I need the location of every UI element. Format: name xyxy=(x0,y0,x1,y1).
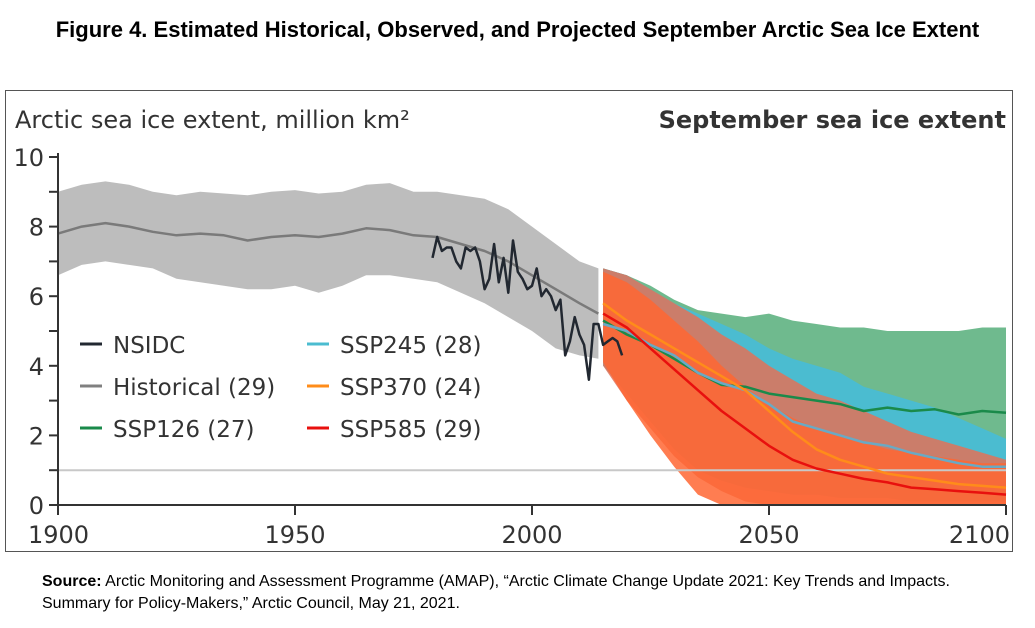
legend-label: Historical (29) xyxy=(113,375,275,401)
x-tick-label: 1900 xyxy=(28,521,89,549)
x-tick-label: 2100 xyxy=(949,521,1010,549)
legend-item: Historical (29) xyxy=(80,375,275,401)
x-tick-label: 1950 xyxy=(264,521,325,549)
y-tick-label: 10 xyxy=(13,144,44,172)
uncertainty-bands xyxy=(58,181,1006,505)
legend-item: SSP126 (27) xyxy=(80,417,255,443)
legend: NSIDC Historical (29) SSP126 (27) SSP245 (2… xyxy=(80,333,482,443)
legend-label: SSP245 (28) xyxy=(340,333,482,359)
source-label: Source: xyxy=(42,573,102,590)
y-tick-label: 4 xyxy=(29,353,44,381)
band-ssp585 xyxy=(603,271,1006,505)
y-tick-label: 6 xyxy=(29,283,44,311)
y-tick-label: 0 xyxy=(29,492,44,520)
legend-item: SSP585 (29) xyxy=(307,417,482,443)
line-nsidc xyxy=(431,235,624,381)
source-note: Source: Arctic Monitoring and Assessment… xyxy=(42,571,1002,615)
legend-label: NSIDC xyxy=(113,333,185,359)
line-ssp370 xyxy=(602,302,1007,489)
legend-item: NSIDC xyxy=(80,333,185,359)
legend-item: SSP370 (24) xyxy=(307,375,482,401)
figure-title: Figure 4. Estimated Historical, Observed… xyxy=(55,17,980,42)
series-lines xyxy=(57,221,1007,496)
x-tick-label: 2000 xyxy=(501,521,562,549)
axes: 0 2 4 6 8 10 1900 1950 2000 2050 2100 xyxy=(13,144,1010,549)
line-ssp126 xyxy=(602,319,1007,416)
legend-label: SSP585 (29) xyxy=(340,417,482,443)
legend-item: SSP245 (28) xyxy=(307,333,482,359)
legend-label: SSP126 (27) xyxy=(113,417,255,443)
source-text: Arctic Monitoring and Assessment Program… xyxy=(42,573,950,612)
y-tick-label: 2 xyxy=(29,422,44,450)
x-tick-label: 2050 xyxy=(738,521,799,549)
line-ssp245 xyxy=(602,322,1006,468)
line-ssp585 xyxy=(602,312,1007,496)
y-tick-label: 8 xyxy=(29,214,44,242)
legend-label: SSP370 (24) xyxy=(340,375,482,401)
line-historical xyxy=(57,221,600,315)
chart-title: September sea ice extent xyxy=(659,106,1006,134)
band-historical xyxy=(58,181,599,359)
y-axis-label: Arctic sea ice extent, million km² xyxy=(15,106,410,134)
